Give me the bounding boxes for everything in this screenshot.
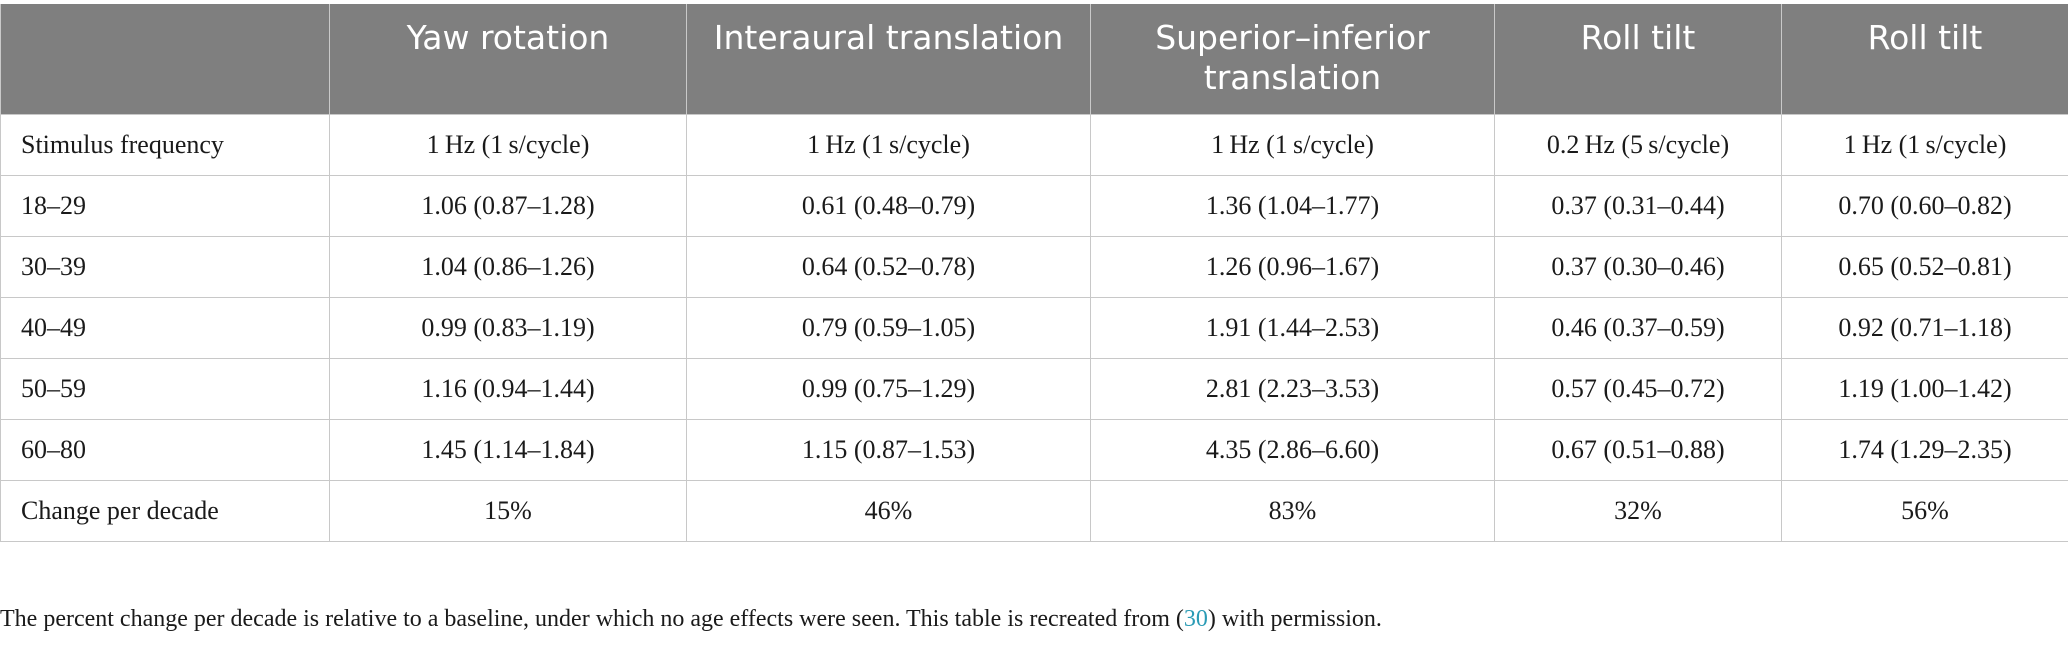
- table-row: Change per decade 15% 46% 83% 32% 56%: [0, 479, 2068, 542]
- table-cell: 1.04 (0.86–1.26): [329, 235, 687, 298]
- table-cell: 56%: [1781, 479, 2068, 542]
- table-cell: 0.65 (0.52–0.81): [1781, 235, 2068, 298]
- table-cell: 0.79 (0.59–1.05): [686, 296, 1091, 359]
- table-cell: 0.92 (0.71–1.18): [1781, 296, 2068, 359]
- table-row: 40–49 0.99 (0.83–1.19) 0.79 (0.59–1.05) …: [0, 296, 2068, 359]
- table-cell: 1 Hz (1 s/cycle): [329, 113, 687, 176]
- table-cell: 0.99 (0.83–1.19): [329, 296, 687, 359]
- row-label: 50–59: [0, 357, 330, 420]
- table-cell: 1 Hz (1 s/cycle): [1781, 113, 2068, 176]
- table-cell: 0.99 (0.75–1.29): [686, 357, 1091, 420]
- table-cell: 0.57 (0.45–0.72): [1494, 357, 1782, 420]
- table-cell: 83%: [1090, 479, 1495, 542]
- data-table: Yaw rotation Interaural translation Supe…: [0, 4, 2068, 542]
- table-cell: 4.35 (2.86–6.60): [1090, 418, 1495, 481]
- table-cell: 0.67 (0.51–0.88): [1494, 418, 1782, 481]
- row-label: 30–39: [0, 235, 330, 298]
- row-label: 18–29: [0, 174, 330, 237]
- table-cell: 1.16 (0.94–1.44): [329, 357, 687, 420]
- header-cell-roll-tilt-high: Roll tilt: [1781, 4, 2068, 114]
- footnote-text: The percent change per decade is relativ…: [0, 606, 1184, 632]
- table-cell: 1 Hz (1 s/cycle): [1090, 113, 1495, 176]
- table-cell: 2.81 (2.23–3.53): [1090, 357, 1495, 420]
- table-cell: 0.2 Hz (5 s/cycle): [1494, 113, 1782, 176]
- table-cell: 1.74 (1.29–2.35): [1781, 418, 2068, 481]
- reference-link[interactable]: 30: [1183, 606, 1208, 632]
- table-cell: 1 Hz (1 s/cycle): [686, 113, 1091, 176]
- header-row: Yaw rotation Interaural translation Supe…: [0, 4, 2068, 114]
- table-row: 30–39 1.04 (0.86–1.26) 0.64 (0.52–0.78) …: [0, 235, 2068, 298]
- table-cell: 1.19 (1.00–1.42): [1781, 357, 2068, 420]
- table-cell: 1.26 (0.96–1.67): [1090, 235, 1495, 298]
- table-cell: 0.70 (0.60–0.82): [1781, 174, 2068, 237]
- table-row: 50–59 1.16 (0.94–1.44) 0.99 (0.75–1.29) …: [0, 357, 2068, 420]
- row-label: 60–80: [0, 418, 330, 481]
- table-cell: 1.91 (1.44–2.53): [1090, 296, 1495, 359]
- row-label: 40–49: [0, 296, 330, 359]
- table-header: Yaw rotation Interaural translation Supe…: [0, 4, 2068, 114]
- header-cell-roll-tilt-low: Roll tilt: [1494, 4, 1782, 114]
- header-cell-empty: [0, 4, 330, 114]
- table-cell: 46%: [686, 479, 1091, 542]
- table-cell: 0.46 (0.37–0.59): [1494, 296, 1782, 359]
- table-cell: 0.61 (0.48–0.79): [686, 174, 1091, 237]
- table-cell: 15%: [329, 479, 687, 542]
- table-row: 18–29 1.06 (0.87–1.28) 0.61 (0.48–0.79) …: [0, 174, 2068, 237]
- table-cell: 0.64 (0.52–0.78): [686, 235, 1091, 298]
- table-row: Stimulus frequency 1 Hz (1 s/cycle) 1 Hz…: [0, 113, 2068, 176]
- table-row: 60–80 1.45 (1.14–1.84) 1.15 (0.87–1.53) …: [0, 418, 2068, 481]
- table-cell: 1.45 (1.14–1.84): [329, 418, 687, 481]
- row-label: Stimulus frequency: [0, 113, 330, 176]
- row-label: Change per decade: [0, 479, 330, 542]
- table-body: Stimulus frequency 1 Hz (1 s/cycle) 1 Hz…: [0, 113, 2068, 542]
- footnote-text-end: ) with permission.: [1207, 606, 1382, 632]
- table-cell: 1.06 (0.87–1.28): [329, 174, 687, 237]
- table-cell: 32%: [1494, 479, 1782, 542]
- table-cell: 0.37 (0.31–0.44): [1494, 174, 1782, 237]
- header-cell-interaural-translation: Interaural translation: [686, 4, 1091, 114]
- table-cell: 1.36 (1.04–1.77): [1090, 174, 1495, 237]
- table-cell: 0.37 (0.30–0.46): [1494, 235, 1782, 298]
- table-cell: 1.15 (0.87–1.53): [686, 418, 1091, 481]
- table-footnote: The percent change per decade is relativ…: [0, 606, 1382, 633]
- header-cell-yaw-rotation: Yaw rotation: [329, 4, 687, 114]
- header-cell-superior-inferior-translation: Superior–inferior translation: [1090, 4, 1495, 114]
